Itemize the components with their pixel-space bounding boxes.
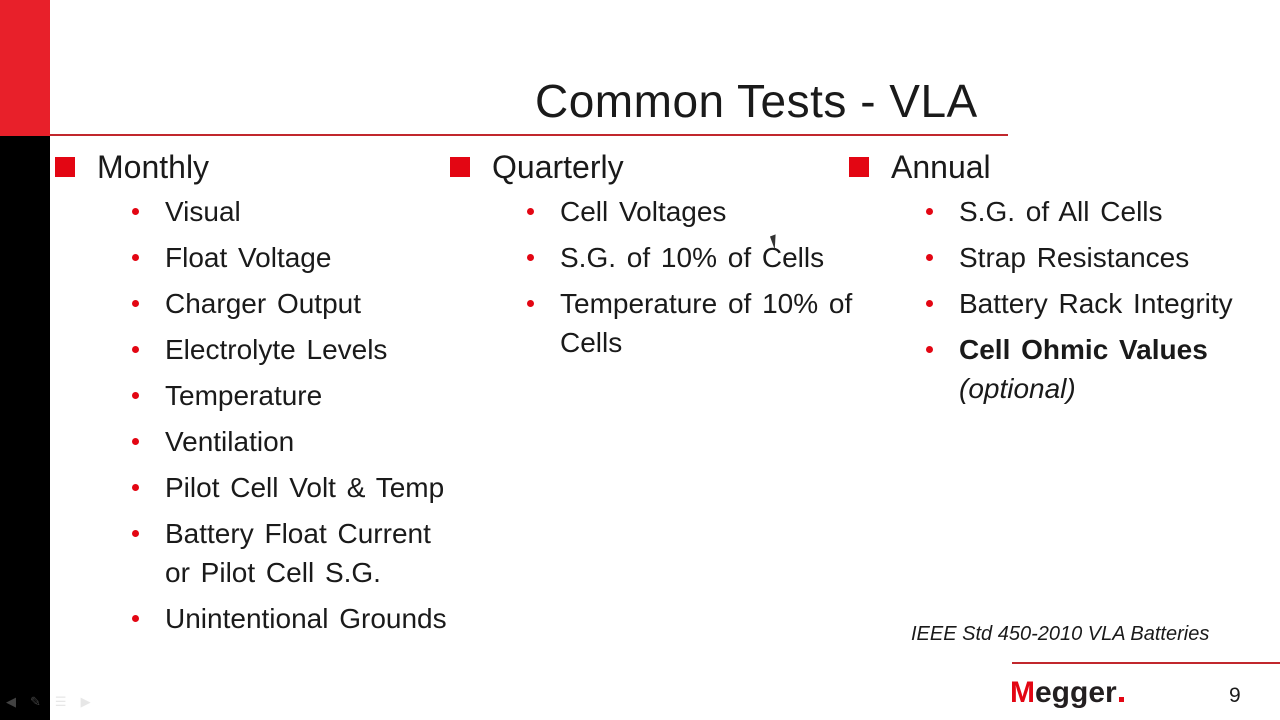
bullet-dot-icon: [926, 254, 933, 261]
bullet-dot-icon: [132, 530, 139, 537]
heading-label: Monthly: [97, 148, 210, 185]
slide-nav-controls[interactable]: ◀ ✎ ☰ ▶: [6, 694, 91, 710]
bullet-dot-icon: [527, 208, 534, 215]
column-annual: Annual S.G. of All Cells Strap Resistanc…: [849, 146, 1279, 415]
column-quarterly: Quarterly Cell Voltages S.G. of 10% of C…: [450, 146, 870, 369]
bullet-dot-icon: [926, 346, 933, 353]
bullet-dot-icon: [132, 392, 139, 399]
red-square-bullet-icon: [55, 157, 75, 177]
emphasis-italic-text: (optional): [959, 373, 1076, 404]
back-arrow-icon[interactable]: ◀: [6, 694, 16, 709]
bullet-dot-icon: [926, 300, 933, 307]
list-item: Temperature: [55, 376, 485, 415]
heading-label: Annual: [891, 148, 991, 185]
list-item: Strap Resistances: [849, 238, 1279, 277]
list-item: Pilot Cell Volt & Temp: [55, 468, 485, 507]
column-heading-annual: Annual: [849, 146, 1279, 188]
pen-icon[interactable]: ✎: [30, 694, 41, 709]
list-item: Unintentional Grounds: [55, 599, 485, 638]
list-item: Battery Float Current or Pilot Cell S.G.: [55, 514, 465, 592]
bullet-dot-icon: [132, 438, 139, 445]
list-item: S.G. of All Cells: [849, 192, 1279, 231]
bullet-dot-icon: [132, 484, 139, 491]
page-number: 9: [1229, 684, 1241, 707]
list-item: Electrolyte Levels: [55, 330, 485, 369]
title-divider: [50, 134, 1008, 136]
bullet-dot-icon: [132, 208, 139, 215]
column-heading-quarterly: Quarterly: [450, 146, 870, 188]
bullet-dot-icon: [527, 300, 534, 307]
list-item: Temperature of 10% of Cells: [450, 284, 870, 362]
forward-arrow-icon[interactable]: ▶: [80, 694, 91, 709]
list-item: S.G. of 10% of Cells: [450, 238, 870, 277]
list-item: Ventilation: [55, 422, 485, 461]
bullet-dot-icon: [926, 208, 933, 215]
list-item: Float Voltage: [55, 238, 485, 277]
bullet-dot-icon: [132, 300, 139, 307]
monthly-list: Visual Float Voltage Charger Output Elec…: [55, 192, 485, 638]
red-square-bullet-icon: [450, 157, 470, 177]
list-item: Visual: [55, 192, 485, 231]
menu-icon[interactable]: ☰: [54, 694, 67, 709]
red-square-bullet-icon: [849, 157, 869, 177]
list-item: Charger Output: [55, 284, 485, 323]
annual-list: S.G. of All Cells Strap Resistances Batt…: [849, 192, 1279, 408]
megger-logo: Megger: [1010, 676, 1124, 710]
bullet-dot-icon: [132, 254, 139, 261]
heading-label: Quarterly: [492, 148, 624, 185]
bullet-dot-icon: [132, 346, 139, 353]
footer-divider: [1012, 662, 1280, 664]
list-item: Cell Ohmic Values (optional): [849, 330, 1279, 408]
list-item: Cell Voltages: [450, 192, 870, 231]
slide-title: Common Tests - VLA: [535, 75, 978, 127]
quarterly-list: Cell Voltages S.G. of 10% of Cells Tempe…: [450, 192, 870, 362]
left-red-accent: [0, 0, 50, 136]
column-heading-monthly: Monthly: [55, 146, 485, 188]
list-item: Battery Rack Integrity: [849, 284, 1279, 323]
column-monthly: Monthly Visual Float Voltage Charger Out…: [55, 146, 485, 645]
bullet-dot-icon: [132, 615, 139, 622]
emphasis-bold-text: Cell Ohmic Values: [959, 334, 1208, 365]
bullet-dot-icon: [527, 254, 534, 261]
source-footnote: IEEE Std 450-2010 VLA Batteries: [911, 623, 1210, 645]
